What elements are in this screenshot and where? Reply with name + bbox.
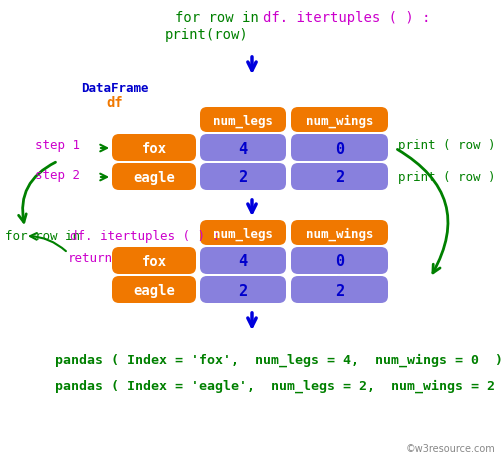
Text: num_legs: num_legs (213, 114, 273, 127)
FancyBboxPatch shape (112, 135, 196, 162)
Text: 2: 2 (238, 283, 247, 298)
Text: print ( row ): print ( row ) (398, 139, 495, 152)
Text: fox: fox (142, 255, 166, 269)
FancyBboxPatch shape (200, 220, 286, 245)
Text: ©w3resource.com: ©w3resource.com (405, 443, 495, 453)
Text: 4: 4 (238, 254, 247, 269)
Text: fox: fox (142, 142, 166, 156)
Text: for row in: for row in (5, 230, 88, 243)
Text: 0: 0 (336, 254, 345, 269)
Text: 2: 2 (238, 170, 247, 185)
Text: df. itertuples ( ) :: df. itertuples ( ) : (263, 11, 430, 25)
Text: step 1: step 1 (35, 139, 80, 152)
Text: eagle: eagle (133, 283, 175, 297)
FancyBboxPatch shape (112, 276, 196, 303)
Text: df. itertuples ( ) :: df. itertuples ( ) : (70, 230, 220, 243)
FancyBboxPatch shape (112, 247, 196, 275)
FancyBboxPatch shape (291, 135, 388, 162)
FancyBboxPatch shape (112, 163, 196, 191)
Text: pandas ( Index = 'fox',  num_legs = 4,  num_wings = 0  ): pandas ( Index = 'fox', num_legs = 4, nu… (55, 352, 503, 366)
FancyBboxPatch shape (291, 247, 388, 275)
Text: num_wings: num_wings (306, 114, 374, 127)
FancyBboxPatch shape (291, 220, 388, 245)
Text: num_legs: num_legs (213, 227, 273, 240)
Text: 0: 0 (336, 141, 345, 156)
Text: print(row): print(row) (165, 28, 249, 42)
Text: num_wings: num_wings (306, 227, 374, 240)
Text: 2: 2 (336, 283, 345, 298)
Text: DataFrame: DataFrame (81, 81, 149, 94)
Text: for row in: for row in (175, 11, 267, 25)
Text: 2: 2 (336, 170, 345, 185)
Text: step 2: step 2 (35, 168, 80, 181)
Text: df: df (107, 96, 123, 110)
FancyBboxPatch shape (291, 108, 388, 133)
FancyBboxPatch shape (291, 276, 388, 303)
Text: eagle: eagle (133, 171, 175, 185)
FancyBboxPatch shape (200, 276, 286, 303)
FancyBboxPatch shape (200, 163, 286, 191)
Text: pandas ( Index = 'eagle',  num_legs = 2,  num_wings = 2  ): pandas ( Index = 'eagle', num_legs = 2, … (55, 378, 504, 392)
Text: return: return (68, 252, 113, 265)
FancyBboxPatch shape (200, 247, 286, 275)
Text: print ( row ): print ( row ) (398, 171, 495, 184)
Text: 4: 4 (238, 141, 247, 156)
FancyBboxPatch shape (291, 163, 388, 191)
FancyBboxPatch shape (200, 108, 286, 133)
FancyBboxPatch shape (200, 135, 286, 162)
